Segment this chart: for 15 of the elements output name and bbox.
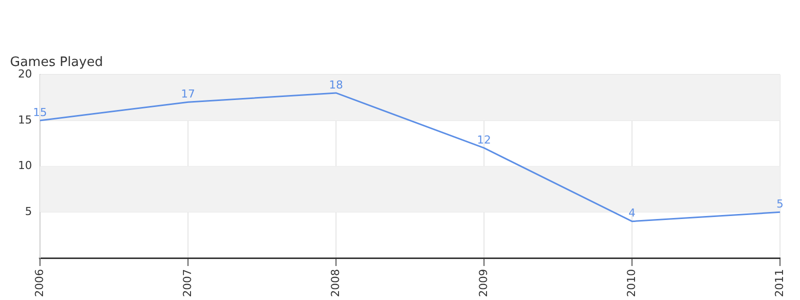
y-tick-label: 10 — [18, 159, 32, 172]
y-tick-label: 15 — [18, 113, 32, 126]
x-tick-label: 2009 — [476, 269, 490, 298]
data-label: 15 — [32, 106, 47, 119]
x-tick-label: 2011 — [772, 269, 786, 298]
x-tick-label: 2008 — [328, 269, 342, 298]
data-label: 4 — [628, 206, 636, 220]
x-tick-label: 2007 — [180, 269, 194, 298]
data-label: 12 — [477, 133, 491, 146]
data-label: 5 — [776, 198, 784, 211]
x-tick-label: 2010 — [624, 269, 638, 298]
y-tick-label: 5 — [24, 205, 32, 218]
x-tick-label: 2006 — [32, 269, 46, 298]
data-label: 17 — [181, 87, 195, 100]
data-label: 18 — [329, 78, 343, 92]
